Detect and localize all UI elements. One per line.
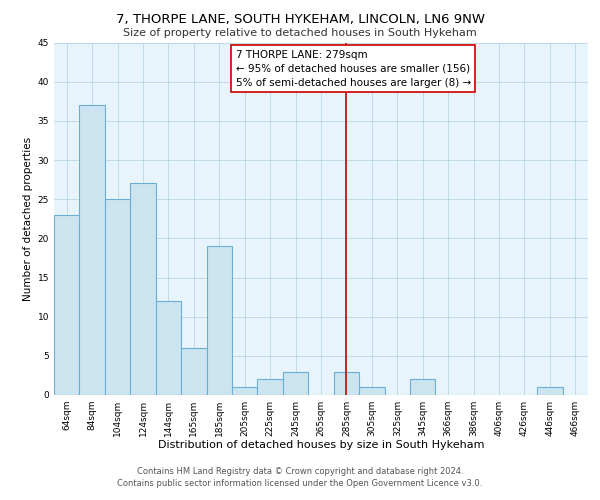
Bar bbox=[537, 387, 563, 395]
Bar bbox=[334, 372, 359, 395]
Text: 7, THORPE LANE, SOUTH HYKEHAM, LINCOLN, LN6 9NW: 7, THORPE LANE, SOUTH HYKEHAM, LINCOLN, … bbox=[115, 12, 485, 26]
Bar bbox=[359, 387, 385, 395]
Text: 7 THORPE LANE: 279sqm
← 95% of detached houses are smaller (156)
5% of semi-deta: 7 THORPE LANE: 279sqm ← 95% of detached … bbox=[236, 50, 471, 88]
Bar bbox=[206, 246, 232, 395]
Bar bbox=[130, 184, 156, 395]
Bar bbox=[105, 199, 130, 395]
X-axis label: Distribution of detached houses by size in South Hykeham: Distribution of detached houses by size … bbox=[158, 440, 484, 450]
Bar bbox=[79, 105, 105, 395]
Bar bbox=[54, 215, 79, 395]
Bar bbox=[156, 301, 181, 395]
Text: Contains HM Land Registry data © Crown copyright and database right 2024.
Contai: Contains HM Land Registry data © Crown c… bbox=[118, 466, 482, 487]
Bar bbox=[410, 380, 436, 395]
Bar bbox=[283, 372, 308, 395]
Bar bbox=[232, 387, 257, 395]
Y-axis label: Number of detached properties: Number of detached properties bbox=[23, 136, 34, 301]
Bar bbox=[257, 380, 283, 395]
Bar bbox=[181, 348, 206, 395]
Text: Size of property relative to detached houses in South Hykeham: Size of property relative to detached ho… bbox=[123, 28, 477, 38]
